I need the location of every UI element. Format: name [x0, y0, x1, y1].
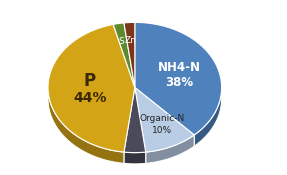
- Ellipse shape: [48, 34, 222, 164]
- Polygon shape: [48, 25, 135, 152]
- Polygon shape: [48, 86, 124, 163]
- Text: S: S: [119, 37, 124, 46]
- Polygon shape: [113, 23, 135, 88]
- Polygon shape: [124, 152, 146, 164]
- Text: 44%: 44%: [73, 91, 106, 105]
- Polygon shape: [194, 84, 222, 146]
- Polygon shape: [135, 88, 194, 152]
- Polygon shape: [146, 135, 194, 163]
- Text: NH4-N: NH4-N: [158, 61, 201, 74]
- Text: 38%: 38%: [165, 76, 193, 89]
- Text: Organic-N: Organic-N: [139, 114, 185, 123]
- Polygon shape: [124, 88, 146, 153]
- Polygon shape: [124, 22, 135, 88]
- Text: P: P: [84, 72, 96, 90]
- Text: 10%: 10%: [152, 127, 172, 135]
- Polygon shape: [135, 22, 222, 135]
- Text: Zn: Zn: [125, 36, 137, 45]
